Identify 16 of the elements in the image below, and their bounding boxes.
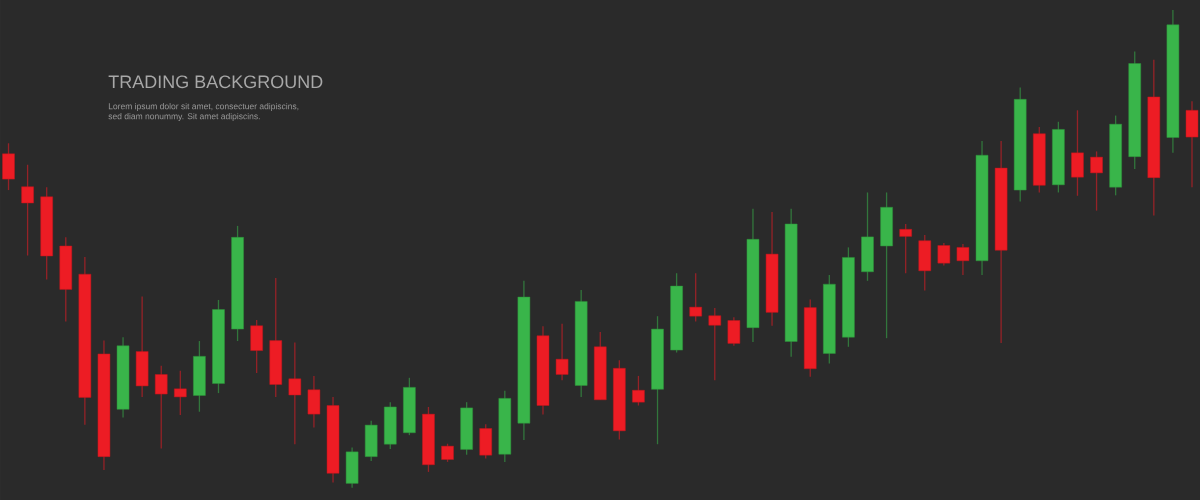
candlestick [708, 307, 722, 381]
candlestick [632, 375, 645, 407]
candlestick [555, 323, 569, 381]
candlestick [899, 223, 912, 274]
candlestick [1090, 150, 1103, 212]
candlestick [174, 370, 187, 416]
candlestick [288, 341, 302, 445]
text: TRADING BACKGROUND [108, 75, 323, 89]
candlestick [956, 243, 970, 276]
candlestick [441, 443, 454, 463]
candlestick [689, 272, 702, 323]
text: Lorem ipsum dolor sit amet, consectuer adipiscins, sed diam nonummy. Sit amet adipiscins. [108, 102, 299, 121]
candlestick [937, 242, 951, 267]
candlestick [727, 316, 741, 347]
candlestick [154, 365, 168, 450]
candlestick [21, 164, 34, 257]
